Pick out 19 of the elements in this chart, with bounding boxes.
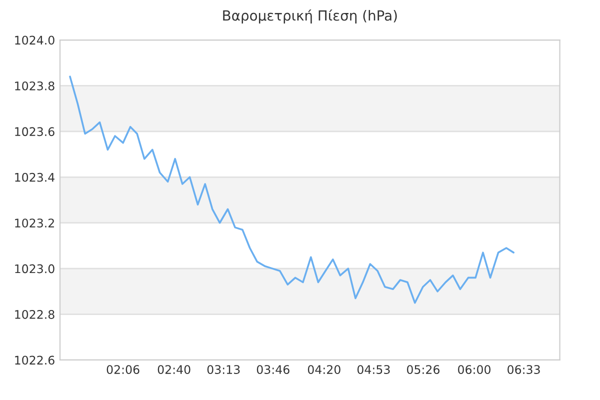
- y-tick-label: 1023.0: [15, 264, 54, 274]
- x-tick-label: 03:13: [207, 365, 240, 374]
- y-tick-label: 1023.4: [15, 172, 54, 182]
- x-tick-label: 03:46: [256, 365, 290, 374]
- y-tick-label: 1023.8: [15, 81, 54, 90]
- x-tick-label: 02:40: [158, 365, 190, 374]
- x-tick-label: 05:26: [406, 365, 440, 374]
- x-tick-label: 04:20: [308, 365, 340, 374]
- x-tick-label: 06:00: [458, 365, 490, 374]
- y-tick-label: 1022.6: [15, 356, 54, 365]
- x-tick-label: 06:33: [508, 365, 540, 374]
- chart-title: Βαρομετρική Πίεση (hPa): [223, 9, 397, 24]
- y-tick-label: 1022.8: [15, 310, 54, 319]
- y-tick-label: 1024.0: [15, 36, 54, 45]
- y-tick-label: 1023.6: [15, 127, 54, 136]
- line-series: [69, 76, 515, 304]
- x-tick-label: 02:06: [106, 365, 140, 374]
- y-tick-label: 1023.2: [15, 218, 54, 228]
- x-tick-label: 04:53: [357, 365, 390, 374]
